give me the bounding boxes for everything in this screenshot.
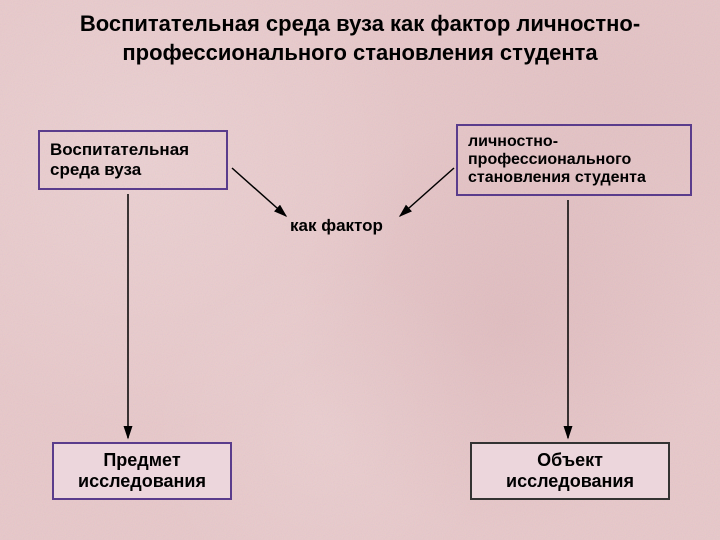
arrows-layer — [0, 0, 720, 540]
